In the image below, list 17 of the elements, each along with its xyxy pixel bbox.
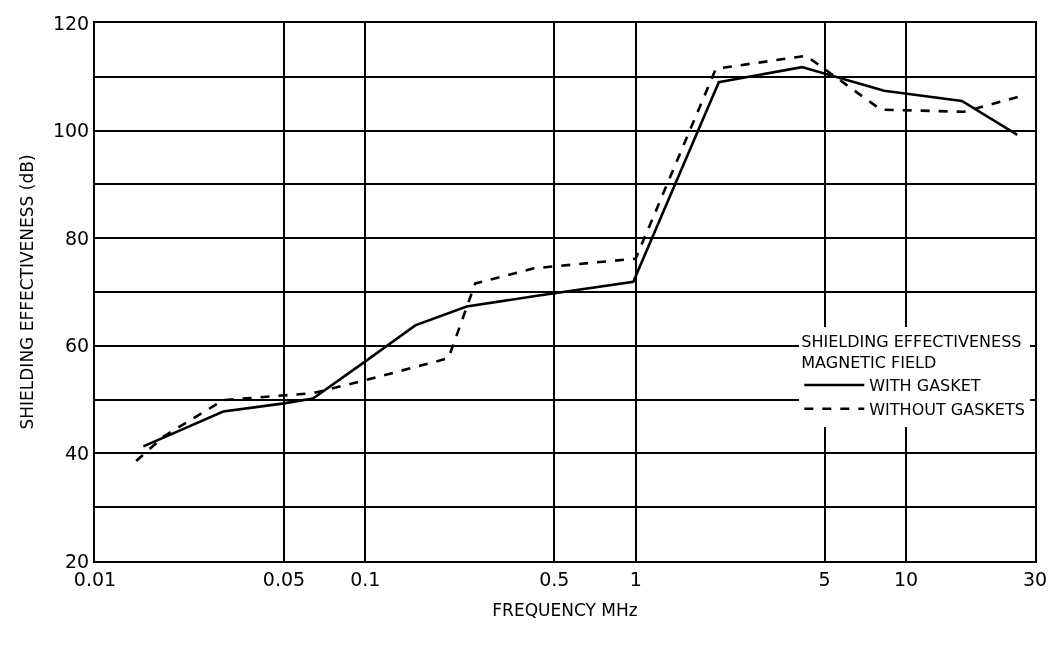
y-tick-label: 120 (52, 11, 90, 34)
x-tick-label: 0.5 (539, 567, 570, 590)
x-axis-title: FREQUENCY MHz (492, 599, 638, 620)
x-tick-label: 0.05 (262, 567, 306, 590)
legend-label: WITH GASKET (869, 376, 981, 396)
y-axis-title: SHIELDING EFFECTIVENESS (dB) (16, 154, 37, 430)
x-tick-label: 5 (818, 567, 831, 590)
legend-label: WITHOUT GASKETS (869, 400, 1025, 420)
x-tick-label: 0.1 (350, 567, 381, 590)
y-tick-label: 40 (65, 442, 90, 465)
y-tick-label: 60 (65, 334, 90, 357)
x-tick-label: 1 (629, 567, 642, 590)
legend-title: SHIELDING EFFECTIVENESS MAGNETIC FIELD (801, 332, 1022, 373)
x-tick-label: 10 (893, 567, 919, 590)
y-tick-label: 80 (65, 226, 90, 249)
y-tick-label: 100 (52, 119, 90, 142)
x-tick-label: 30 (1022, 567, 1048, 590)
